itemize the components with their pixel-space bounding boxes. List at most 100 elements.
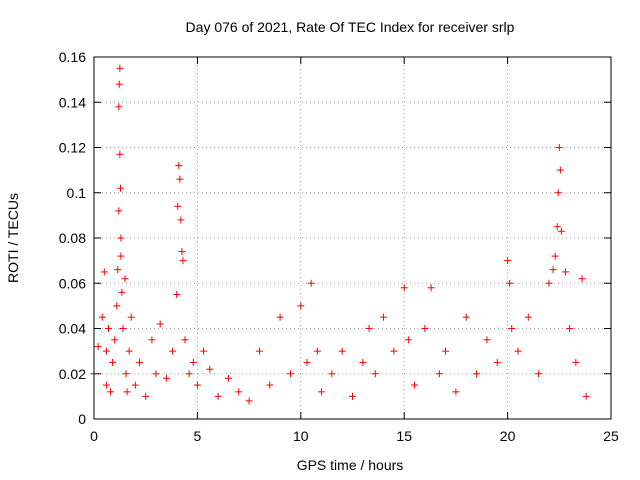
data-point bbox=[214, 392, 222, 400]
data-point bbox=[123, 388, 131, 396]
data-point bbox=[483, 336, 491, 344]
data-point bbox=[121, 275, 129, 283]
data-point bbox=[175, 162, 183, 170]
data-point bbox=[179, 257, 187, 265]
data-point bbox=[506, 279, 514, 287]
data-point bbox=[442, 347, 450, 355]
y-tick-label: 0.06 bbox=[59, 275, 86, 291]
x-tick-label: 25 bbox=[603, 428, 619, 444]
data-point bbox=[245, 397, 253, 405]
data-point bbox=[173, 291, 181, 299]
data-point bbox=[117, 252, 125, 260]
data-point bbox=[162, 374, 170, 382]
x-tick-label: 5 bbox=[194, 428, 202, 444]
axis-ticks: 0 0.02 0.04 0.06 0.08 0.1 0.12 0.14 0.16 0 5 10 15 20… bbox=[59, 49, 619, 444]
data-point bbox=[349, 392, 356, 400]
data-point bbox=[297, 302, 305, 310]
data-point bbox=[411, 381, 419, 389]
data-point bbox=[116, 64, 124, 72]
data-point bbox=[365, 325, 373, 332]
x-tick-label: 0 bbox=[90, 428, 98, 444]
data-point bbox=[545, 279, 553, 287]
data-point bbox=[98, 313, 106, 321]
data-point bbox=[174, 202, 182, 210]
data-points bbox=[90, 64, 590, 405]
data-point bbox=[562, 268, 570, 276]
data-point bbox=[427, 284, 435, 292]
data-point bbox=[189, 358, 197, 366]
data-point bbox=[148, 336, 156, 344]
data-point bbox=[152, 370, 160, 378]
data-point bbox=[255, 347, 263, 355]
data-point bbox=[119, 325, 127, 332]
data-point bbox=[94, 343, 102, 351]
data-point bbox=[117, 234, 125, 242]
data-point bbox=[113, 302, 121, 310]
data-point bbox=[135, 358, 143, 366]
data-point bbox=[142, 392, 150, 400]
data-point bbox=[390, 347, 398, 355]
data-point bbox=[338, 347, 346, 355]
y-tick-label: 0.04 bbox=[59, 321, 86, 337]
data-point bbox=[181, 336, 189, 344]
data-point bbox=[307, 279, 315, 287]
data-point bbox=[176, 175, 184, 183]
y-tick-label: 0.16 bbox=[59, 49, 86, 65]
y-tick-label: 0.08 bbox=[59, 230, 86, 246]
data-point bbox=[504, 257, 512, 265]
data-point bbox=[404, 336, 412, 344]
y-tick-label: 0.02 bbox=[59, 366, 86, 382]
data-point bbox=[206, 365, 214, 373]
data-point bbox=[131, 381, 139, 389]
data-point bbox=[125, 347, 133, 355]
data-point bbox=[371, 370, 379, 378]
data-point bbox=[107, 388, 115, 396]
data-point bbox=[435, 370, 443, 378]
plot-frame bbox=[93, 56, 612, 420]
data-point bbox=[578, 275, 586, 283]
data-point bbox=[359, 358, 367, 366]
data-point bbox=[286, 370, 294, 378]
x-axis-label: GPS time / hours bbox=[297, 457, 404, 473]
data-point bbox=[169, 347, 177, 355]
data-point bbox=[115, 103, 123, 111]
data-point bbox=[122, 370, 130, 378]
data-point bbox=[551, 252, 559, 260]
grid-lines bbox=[94, 57, 611, 419]
data-point bbox=[566, 325, 574, 332]
data-point bbox=[193, 381, 201, 389]
data-point bbox=[200, 347, 208, 355]
data-point bbox=[313, 347, 321, 355]
data-point bbox=[116, 184, 124, 192]
data-point bbox=[109, 358, 117, 366]
data-point bbox=[276, 313, 284, 321]
data-point bbox=[493, 358, 501, 366]
data-point bbox=[177, 216, 185, 224]
data-point bbox=[118, 288, 126, 296]
data-point bbox=[185, 370, 193, 378]
data-point bbox=[572, 358, 580, 366]
data-point bbox=[462, 313, 470, 321]
data-point bbox=[555, 144, 563, 151]
y-tick-label: 0.14 bbox=[59, 94, 86, 110]
y-tick-label: 0 bbox=[78, 411, 86, 427]
chart-title: Day 076 of 2021, Rate Of TEC Index for r… bbox=[186, 19, 515, 35]
data-point bbox=[235, 388, 243, 396]
data-point bbox=[328, 370, 336, 378]
y-tick-label: 0.1 bbox=[67, 185, 87, 201]
x-tick-label: 20 bbox=[500, 428, 516, 444]
y-axis-label: ROTI / TECUs bbox=[5, 193, 21, 283]
data-point bbox=[115, 207, 123, 215]
data-point bbox=[102, 347, 110, 355]
data-point bbox=[100, 268, 108, 276]
data-point bbox=[553, 223, 561, 231]
data-point bbox=[554, 189, 562, 197]
data-point bbox=[178, 248, 186, 256]
data-point bbox=[115, 80, 123, 88]
data-point bbox=[524, 313, 532, 321]
data-point bbox=[557, 227, 565, 235]
data-point bbox=[582, 392, 590, 400]
data-point bbox=[514, 347, 522, 355]
